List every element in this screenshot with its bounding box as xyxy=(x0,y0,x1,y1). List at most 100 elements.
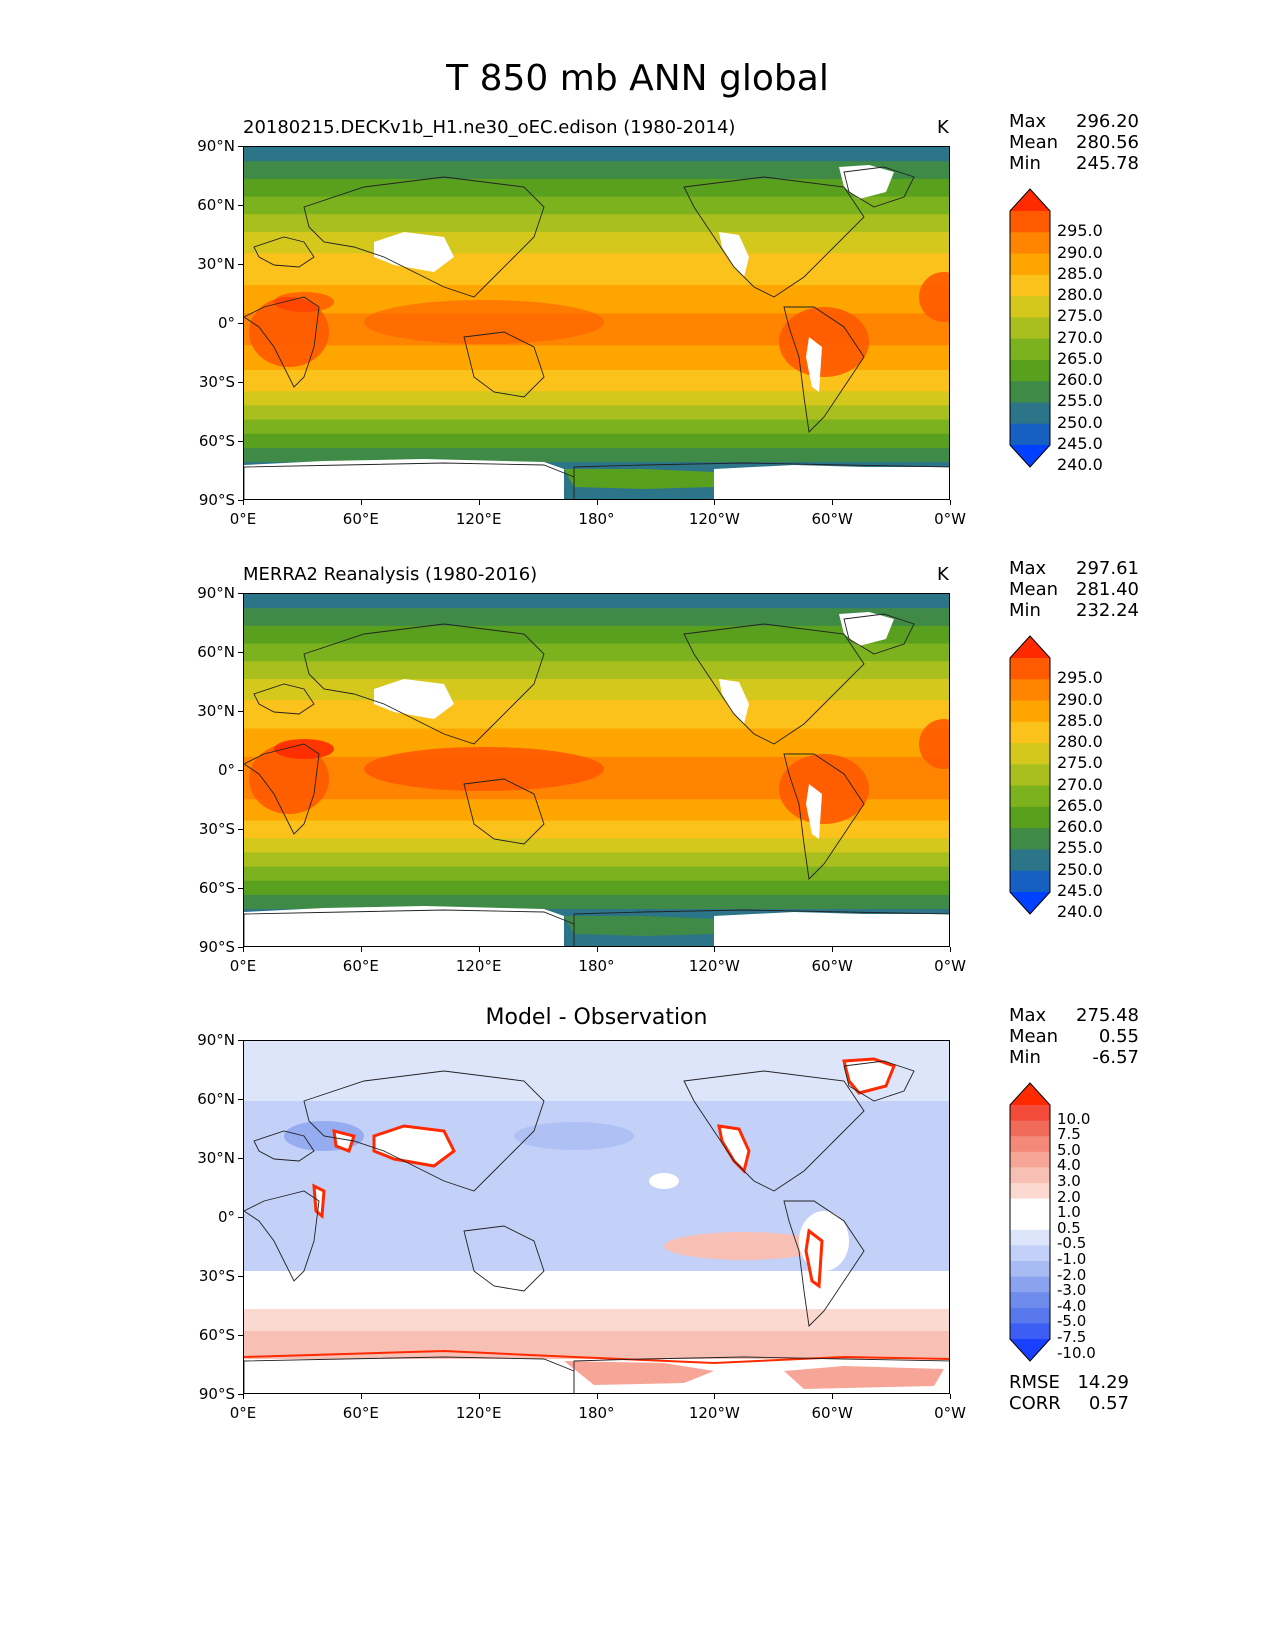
colorbar-segment xyxy=(1010,721,1050,744)
lat-tick-mark xyxy=(238,1394,243,1395)
coastline xyxy=(573,909,949,946)
colorbar-segment xyxy=(1010,211,1050,233)
stat-value: 245.78 xyxy=(1076,153,1139,174)
colorbar-tick-label: 285.0 xyxy=(1057,710,1103,730)
colorbar-segment xyxy=(1010,1136,1050,1153)
lon-tick-label: 180° xyxy=(578,1404,615,1422)
colorbar-tick-label: 240.0 xyxy=(1057,902,1103,922)
colorbar-segment xyxy=(1010,785,1050,808)
colorbar-segment xyxy=(1010,423,1050,446)
colorbar-segment xyxy=(1010,764,1050,787)
lon-tick-label: 60°E xyxy=(342,957,379,975)
stats-block: Max 275.48 Mean 0.55 Min -6.57 xyxy=(1009,1005,1139,1068)
colorbar-tick-label: 250.0 xyxy=(1057,859,1103,879)
coastline xyxy=(683,176,865,298)
lat-tick-mark xyxy=(238,711,243,712)
lon-tick-label: 0°W xyxy=(934,957,966,975)
lat-tick-label: 90°S xyxy=(198,938,235,956)
colorbar-tick-label: 255.0 xyxy=(1057,838,1103,858)
stats-block: Max 296.20 Mean 280.56 Min 245.78 xyxy=(1009,111,1139,174)
colorbar-segment xyxy=(1010,1245,1050,1262)
colorbar-segment xyxy=(1010,700,1050,723)
stat-value: 297.61 xyxy=(1076,558,1139,579)
lat-tick-mark xyxy=(238,441,243,442)
coastline xyxy=(683,1070,865,1192)
lat-tick-mark xyxy=(238,146,243,147)
lat-tick-mark xyxy=(238,652,243,653)
colorbar-tick-label: -10.0 xyxy=(1057,1343,1096,1362)
stat-row: Min -6.57 xyxy=(1009,1047,1139,1068)
lat-tick-mark xyxy=(238,1040,243,1041)
colorbar-tick-label: -2.0 xyxy=(1057,1265,1087,1284)
coastline xyxy=(573,462,949,499)
lon-tick-label: 60°W xyxy=(811,957,853,975)
colorbar-tick-label: 255.0 xyxy=(1057,391,1103,411)
colorbar-tick-label: 265.0 xyxy=(1057,348,1103,368)
coastline xyxy=(244,1190,320,1282)
colorbar-segment xyxy=(1010,338,1050,361)
lon-tick-label: 0°W xyxy=(934,510,966,528)
coastline xyxy=(843,1060,915,1102)
colorbar-tick-label: -3.0 xyxy=(1057,1281,1087,1300)
lat-tick-label: 60°S xyxy=(198,1326,235,1344)
map-plot xyxy=(243,146,950,500)
stat-name: Max xyxy=(1009,111,1047,132)
diff-panel-title: Model - Observation xyxy=(485,1005,708,1030)
stat-value: 281.40 xyxy=(1076,579,1139,600)
stat-name: Min xyxy=(1009,1047,1041,1068)
colorbar-segment xyxy=(1010,828,1050,851)
lat-tick-label: 90°N xyxy=(197,137,235,155)
coastline xyxy=(783,1200,865,1327)
colorbar-tick-label: 2.0 xyxy=(1057,1187,1081,1206)
colorbar-segment xyxy=(1010,232,1050,255)
colorbar-segment xyxy=(1010,1261,1050,1278)
colorbar-segment xyxy=(1010,1105,1050,1122)
stat-row: Max 275.48 xyxy=(1009,1005,1139,1026)
colorbar-tick-label: 295.0 xyxy=(1057,668,1103,688)
lon-tick-label: 120°E xyxy=(455,957,502,975)
coastline xyxy=(244,296,320,388)
lon-tick-label: 120°E xyxy=(455,510,502,528)
colorbar-segment xyxy=(1010,1229,1050,1246)
colorbar-tick-label: 1.0 xyxy=(1057,1203,1081,1222)
colorbar-segment xyxy=(1010,870,1050,893)
lon-tick-label: 0°W xyxy=(934,1404,966,1422)
lon-tick-label: 180° xyxy=(578,957,615,975)
stat-value: 275.48 xyxy=(1076,1005,1139,1026)
lon-tick-mark xyxy=(832,947,834,952)
lat-tick-label: 30°N xyxy=(197,255,235,273)
lon-tick-mark xyxy=(832,500,834,505)
stat-name: Mean xyxy=(1009,132,1059,153)
colorbar-segment xyxy=(1010,274,1050,297)
coastline xyxy=(843,613,915,655)
lon-tick-mark xyxy=(243,500,244,505)
lon-tick-mark xyxy=(596,1394,598,1399)
lat-tick-label: 90°S xyxy=(198,491,235,509)
lon-tick-label: 0°E xyxy=(229,510,257,528)
lat-tick-label: 90°N xyxy=(197,584,235,602)
colorbar-tick-label: 10.0 xyxy=(1057,1109,1091,1128)
lon-tick-mark xyxy=(596,947,598,952)
colorbar-segment xyxy=(1010,1323,1050,1340)
coastline xyxy=(303,1070,545,1192)
colorbar-segment xyxy=(1010,381,1050,404)
lon-tick-label: 180° xyxy=(578,510,615,528)
lat-tick-mark xyxy=(238,829,243,830)
lat-tick-label: 30°S xyxy=(198,820,235,838)
lon-tick-mark xyxy=(714,1394,716,1399)
lat-tick-label: 60°N xyxy=(197,1090,235,1108)
lon-tick-label: 60°W xyxy=(811,1404,853,1422)
lon-tick-mark xyxy=(360,947,362,952)
lat-tick-label: 60°N xyxy=(197,643,235,661)
lon-tick-mark xyxy=(243,947,244,952)
colorbar-tick-label: 295.0 xyxy=(1057,221,1103,241)
metrics-block: RMSE 14.29 CORR 0.57 xyxy=(1009,1372,1129,1414)
coastline xyxy=(573,1356,949,1393)
colorbar-segment xyxy=(1010,359,1050,382)
lat-tick-label: 30°S xyxy=(198,1267,235,1285)
coastline xyxy=(783,306,865,433)
colorbar-tick-label: 290.0 xyxy=(1057,242,1103,262)
colorbar-tick-label: -1.0 xyxy=(1057,1250,1087,1268)
coastline xyxy=(244,743,320,835)
lon-tick-label: 120°W xyxy=(688,1404,740,1422)
